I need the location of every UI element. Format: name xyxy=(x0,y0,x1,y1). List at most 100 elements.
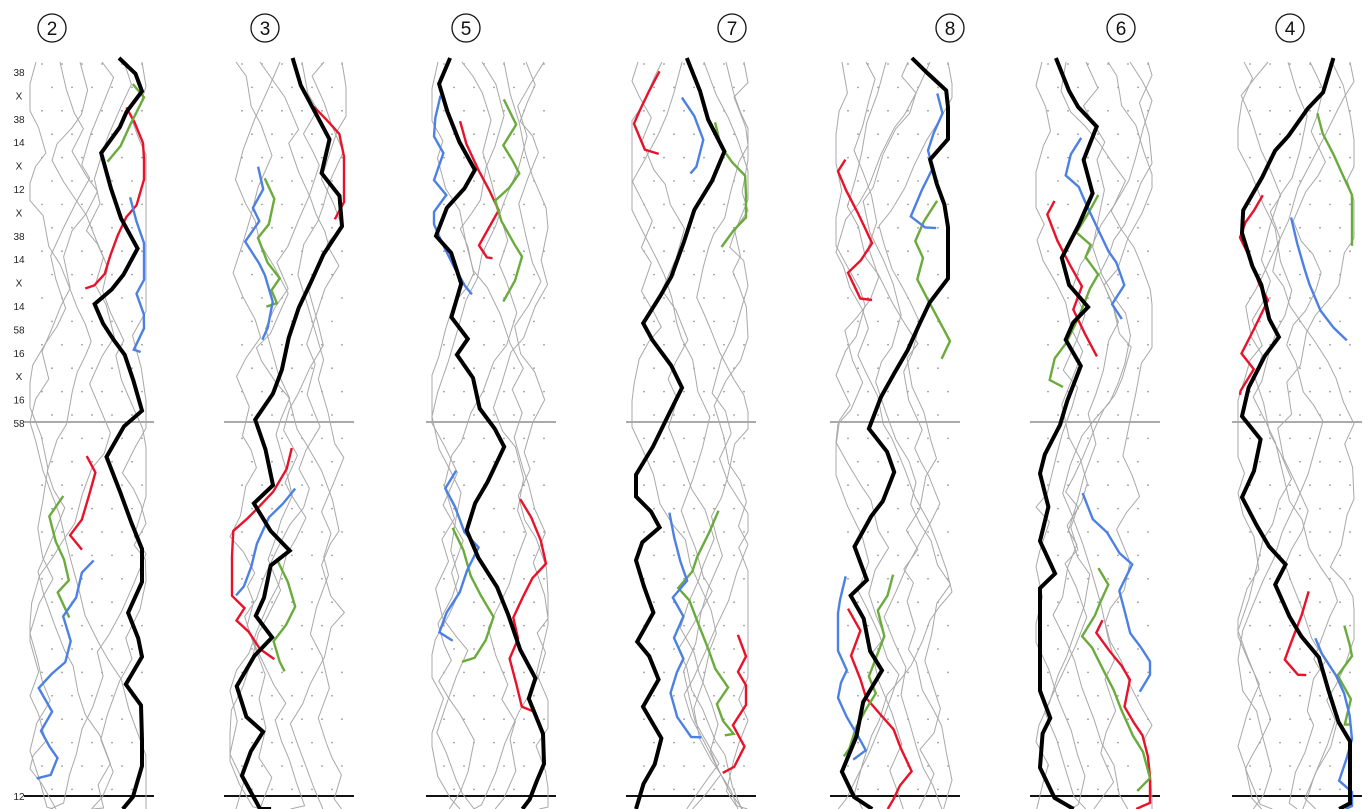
grid-dot xyxy=(473,133,475,136)
blue-thread xyxy=(128,196,146,354)
blue-thread xyxy=(1081,492,1152,693)
grid-dot xyxy=(1289,531,1291,533)
grid-dot xyxy=(1349,577,1351,580)
grid-dot xyxy=(291,86,293,89)
grid-dot xyxy=(703,718,705,721)
grid-dot xyxy=(111,414,113,416)
grid-dot xyxy=(663,624,665,627)
grid-dot xyxy=(473,460,475,463)
red-thread xyxy=(1094,619,1152,809)
grid-dot xyxy=(61,765,63,767)
grid-dot xyxy=(703,156,705,159)
grid-dot xyxy=(927,531,929,533)
grid-dot xyxy=(473,788,475,791)
grid-dot xyxy=(867,484,869,487)
blue-thread xyxy=(243,166,274,341)
grid-dot xyxy=(1047,109,1049,112)
grid-dot xyxy=(1127,109,1129,112)
grid-dot xyxy=(713,414,715,416)
grid-dot xyxy=(543,156,545,159)
grid-dot xyxy=(453,788,455,791)
grid-dot xyxy=(1299,180,1301,182)
grid-dot xyxy=(141,156,143,159)
grid-dot xyxy=(1349,437,1351,440)
grid-dot xyxy=(733,507,735,510)
grid-dot xyxy=(483,531,485,533)
panel-number: 5 xyxy=(461,19,472,40)
braid-panel: 2 xyxy=(24,13,154,809)
gray-thread xyxy=(1237,61,1326,809)
braid-panel: 4 xyxy=(1232,13,1362,809)
grid-dot xyxy=(101,577,103,580)
grid-dot xyxy=(643,343,645,346)
grid-dot xyxy=(61,390,63,393)
grid-dot xyxy=(443,577,445,580)
grid-dot xyxy=(453,648,455,650)
grid-dot xyxy=(1299,86,1301,89)
grid-dot xyxy=(897,460,899,463)
grid-dot xyxy=(493,601,495,604)
row-label: 58 xyxy=(13,419,25,430)
grid-dot xyxy=(897,320,899,323)
grid-dot xyxy=(51,694,53,697)
gray-thread xyxy=(683,61,749,809)
grid-dot xyxy=(281,577,283,580)
grid-dot xyxy=(1107,718,1109,721)
grid-dot xyxy=(653,554,655,557)
grid-dot xyxy=(1147,203,1149,206)
grid-dot xyxy=(291,741,293,744)
grid-dot xyxy=(703,484,705,487)
grid-dot xyxy=(1309,624,1311,627)
grid-dot xyxy=(493,460,495,463)
grid-dot xyxy=(937,226,939,229)
grid-dot xyxy=(1319,320,1321,323)
grid-dot xyxy=(1329,671,1331,674)
grid-dot xyxy=(341,624,343,627)
grid-dot xyxy=(1299,226,1301,229)
grid-dot xyxy=(1269,63,1271,65)
grid-dot xyxy=(663,63,665,65)
grid-dot xyxy=(1117,741,1119,744)
grid-dot xyxy=(443,437,445,440)
grid-dot xyxy=(291,133,293,136)
grid-dot xyxy=(1269,484,1271,487)
grid-dot xyxy=(51,788,53,791)
grid-dot xyxy=(877,86,879,89)
grid-dot xyxy=(1097,133,1099,136)
grid-dot xyxy=(301,484,303,487)
grid-dot xyxy=(847,390,849,393)
grid-dot xyxy=(1127,718,1129,721)
grid-dot xyxy=(443,156,445,159)
panel-number-badge: 3 xyxy=(250,13,280,43)
grid-dot xyxy=(1279,320,1281,323)
grid-dot xyxy=(331,648,333,650)
grid-dot xyxy=(81,531,83,533)
panel-number-badge: 6 xyxy=(1106,13,1136,43)
grid-dot xyxy=(291,414,293,416)
grid-dot xyxy=(61,203,63,206)
grid-dot xyxy=(513,788,515,791)
grid-dot xyxy=(321,250,323,253)
grid-dot xyxy=(1127,297,1129,299)
grid-dot xyxy=(1047,156,1049,159)
grid-dot xyxy=(877,601,879,604)
grid-dot xyxy=(41,343,43,346)
grid-dot xyxy=(1259,648,1261,650)
grid-dot xyxy=(321,718,323,721)
panel-number: 7 xyxy=(727,19,738,40)
grid-dot xyxy=(847,671,849,674)
grid-dot xyxy=(41,718,43,721)
grid-dot xyxy=(301,624,303,627)
red-thread xyxy=(836,158,874,302)
grid-dot xyxy=(41,765,43,767)
grid-dot xyxy=(1339,180,1341,182)
grid-dot xyxy=(1309,671,1311,674)
grid-dot xyxy=(1269,437,1271,440)
grid-dot xyxy=(71,414,73,416)
grid-dot xyxy=(533,133,535,136)
grid-dot xyxy=(1329,437,1331,440)
grid-dot xyxy=(1077,86,1079,89)
grid-dot xyxy=(917,367,919,370)
black-main-thread xyxy=(633,57,727,809)
grid-dot xyxy=(1137,273,1139,276)
